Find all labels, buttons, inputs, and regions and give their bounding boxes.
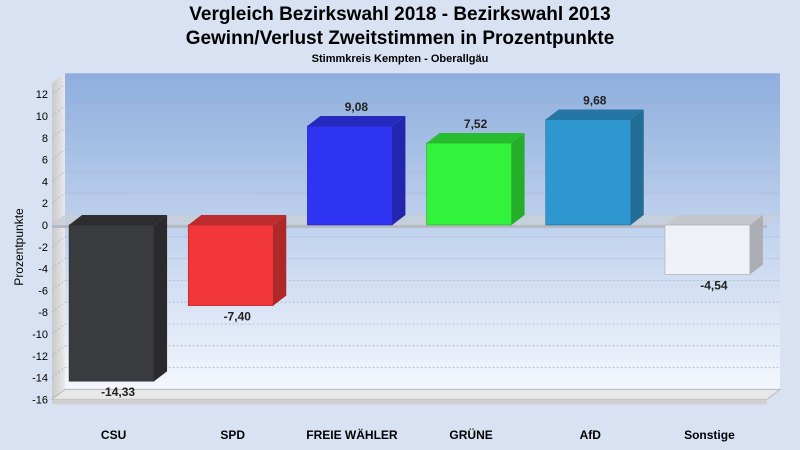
bar-afd [545, 109, 644, 226]
gridline [51, 388, 780, 400]
bar-freie-w-hler [307, 116, 406, 226]
y-tick-label: -2 [38, 242, 48, 254]
bar-top [69, 215, 168, 225]
y-tick-label: -14 [32, 373, 48, 385]
plot-floor-edge [52, 399, 767, 405]
bar-front [187, 224, 274, 306]
zero-plane-edge [52, 225, 767, 228]
gridline [51, 236, 780, 248]
data-label: 7,52 [464, 117, 488, 131]
gridline [51, 367, 780, 378]
bar-side [749, 215, 763, 275]
x-tick-label: GRÜNE [449, 427, 492, 442]
bar-side [154, 215, 168, 382]
y-axis-label: Prozentpunkte [12, 208, 26, 286]
y-tick-label: 0 [42, 220, 48, 232]
bar-top [545, 109, 644, 120]
y-tick-label: 10 [36, 111, 48, 123]
gridline [51, 323, 780, 335]
data-label: -14,33 [101, 385, 135, 399]
gridline [51, 105, 780, 117]
bar-top [307, 116, 406, 127]
data-label: 9,68 [583, 93, 607, 107]
y-tick-label: -12 [32, 351, 48, 363]
y-tick-label: -6 [38, 285, 48, 297]
x-tick-label: Sonstige [684, 428, 735, 442]
y-tick-label: 6 [42, 155, 48, 167]
x-tick-label: SPD [220, 428, 245, 442]
bar-front [426, 142, 512, 226]
gridline [51, 83, 780, 95]
bar-top [188, 215, 287, 225]
bar-sonstige [664, 215, 763, 275]
chart-title: Vergleich Bezirkswahl 2018 - Bezirkswahl… [189, 4, 611, 25]
x-tick-label: AfD [580, 428, 602, 442]
x-tick-label: FREIE WÄHLER [306, 427, 398, 442]
bar-top [426, 133, 525, 144]
y-tick-label: -8 [38, 307, 48, 319]
y-tick-label: 4 [42, 176, 48, 188]
chart-subtitle: Gewinn/Verlust Zweitstimmen in Prozentpu… [185, 28, 615, 49]
data-label: -7,40 [224, 310, 252, 324]
data-label: 9,08 [345, 100, 369, 114]
bar-side [273, 215, 287, 306]
gridline [51, 301, 780, 313]
gridline [51, 345, 780, 357]
gridline [51, 170, 780, 182]
bar-side [630, 109, 644, 225]
bar-front [545, 119, 632, 226]
bar-front [307, 125, 393, 226]
plot-floor [50, 388, 782, 400]
y-tick-label: -10 [32, 329, 48, 341]
data-label: -4,54 [700, 278, 728, 292]
y-tick-label: 2 [42, 198, 48, 210]
y-tick-label: 8 [42, 133, 48, 145]
gridline [51, 258, 780, 269]
bar-side [511, 133, 525, 225]
bar-front [68, 224, 155, 382]
bar-side [392, 116, 406, 225]
gridline [51, 127, 780, 139]
bar-gr-ne [426, 133, 525, 226]
plot-side-wall [52, 73, 65, 400]
gridline [51, 279, 780, 291]
x-tick-label: CSU [101, 428, 126, 442]
gridline [51, 192, 780, 204]
chart-subtitle-region: Stimmkreis Kempten - Oberallgäu [311, 53, 489, 65]
y-tick-label: -4 [38, 264, 48, 276]
gridline [51, 149, 780, 160]
y-tick-label: -16 [32, 394, 48, 406]
plot-background [65, 73, 780, 390]
bar-spd [187, 215, 287, 306]
y-tick-label: 12 [36, 89, 48, 101]
bar-front [664, 224, 751, 275]
bar-top [664, 215, 763, 225]
bar-csu [68, 215, 168, 382]
